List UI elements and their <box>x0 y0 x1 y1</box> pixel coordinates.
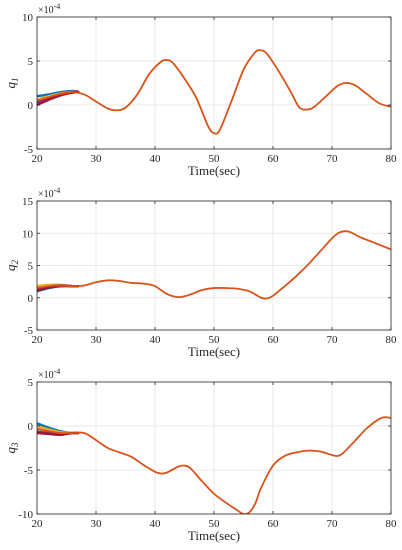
x-axis-label: Time(sec) <box>188 163 240 178</box>
x-tick-label: 70 <box>327 334 339 346</box>
y-axis-label-subscript: 2 <box>10 260 20 265</box>
x-tick-label: 50 <box>209 334 221 346</box>
y-exponent-label: ×10-4 <box>38 2 60 16</box>
y-axis-label: q2 <box>3 260 20 272</box>
x-tick-label: 30 <box>91 153 103 165</box>
series-line-5 <box>37 230 391 300</box>
y-exponent-label: ×10-4 <box>38 367 60 381</box>
series-group <box>37 230 391 300</box>
x-tick-label: 70 <box>327 153 339 165</box>
y-tick-label: 0 <box>28 100 34 112</box>
x-tick-label: 40 <box>150 518 162 530</box>
y-tick-label: 5 <box>28 56 34 68</box>
x-tick-label: 20 <box>32 334 44 346</box>
series-group <box>37 416 391 514</box>
series-group <box>37 49 391 135</box>
y-tick-label: 5 <box>28 377 34 389</box>
y-tick-label: 0 <box>28 293 34 305</box>
y-tick-label: 15 <box>22 196 34 208</box>
x-axis-label: Time(sec) <box>188 528 240 543</box>
y-tick-label: -5 <box>24 144 34 156</box>
x-tick-label: 30 <box>91 334 103 346</box>
subplot-3: 20 30 40 50 60 70 80 -10 -5 0 5 ×10-4 Time(sec) q3 <box>3 367 397 543</box>
x-tick-label: 40 <box>150 334 162 346</box>
x-tick-label: 30 <box>91 518 103 530</box>
y-tick-label: 0 <box>28 421 34 433</box>
y-tick-label: 5 <box>28 261 34 273</box>
subplot-1: 20 30 40 50 60 70 80 -5 0 5 10 ×10-4 Time(sec) q1 <box>3 2 397 178</box>
y-tick-label: -5 <box>24 325 34 337</box>
y-axis-label: q1 <box>3 78 20 89</box>
x-tick-label: 60 <box>268 153 280 165</box>
series-line-5 <box>37 416 391 514</box>
x-tick-label: 40 <box>150 153 162 165</box>
y-axis-label-subscript: 1 <box>10 78 20 83</box>
y-exponent-power: -4 <box>54 186 61 195</box>
y-tick-label: 10 <box>22 12 34 24</box>
y-exponent-label: ×10-4 <box>38 186 60 200</box>
x-tick-label: 50 <box>209 518 221 530</box>
series-line-5 <box>37 49 391 135</box>
x-axis-label: Time(sec) <box>188 344 240 359</box>
y-tick-label: -5 <box>24 465 34 477</box>
y-exponent-power: -4 <box>54 2 61 11</box>
x-tick-label: 70 <box>327 518 339 530</box>
y-axis-label: q3 <box>3 442 20 454</box>
subplot-2: 20 30 40 50 60 70 80 -5 0 5 10 15 ×10-4 Time(sec) q2 <box>3 186 397 359</box>
x-tick-label: 80 <box>386 153 398 165</box>
y-exponent-power: -4 <box>54 367 61 376</box>
x-tick-label: 50 <box>209 153 221 165</box>
x-tick-label: 20 <box>32 153 44 165</box>
x-tick-label: 60 <box>268 518 280 530</box>
x-tick-label: 60 <box>268 334 280 346</box>
y-tick-label: 10 <box>22 228 34 240</box>
x-tick-label: 80 <box>386 518 398 530</box>
y-axis-label-subscript: 3 <box>10 442 20 448</box>
y-tick-label: -10 <box>18 509 33 521</box>
x-tick-label: 80 <box>386 334 398 346</box>
x-tick-label: 20 <box>32 518 44 530</box>
